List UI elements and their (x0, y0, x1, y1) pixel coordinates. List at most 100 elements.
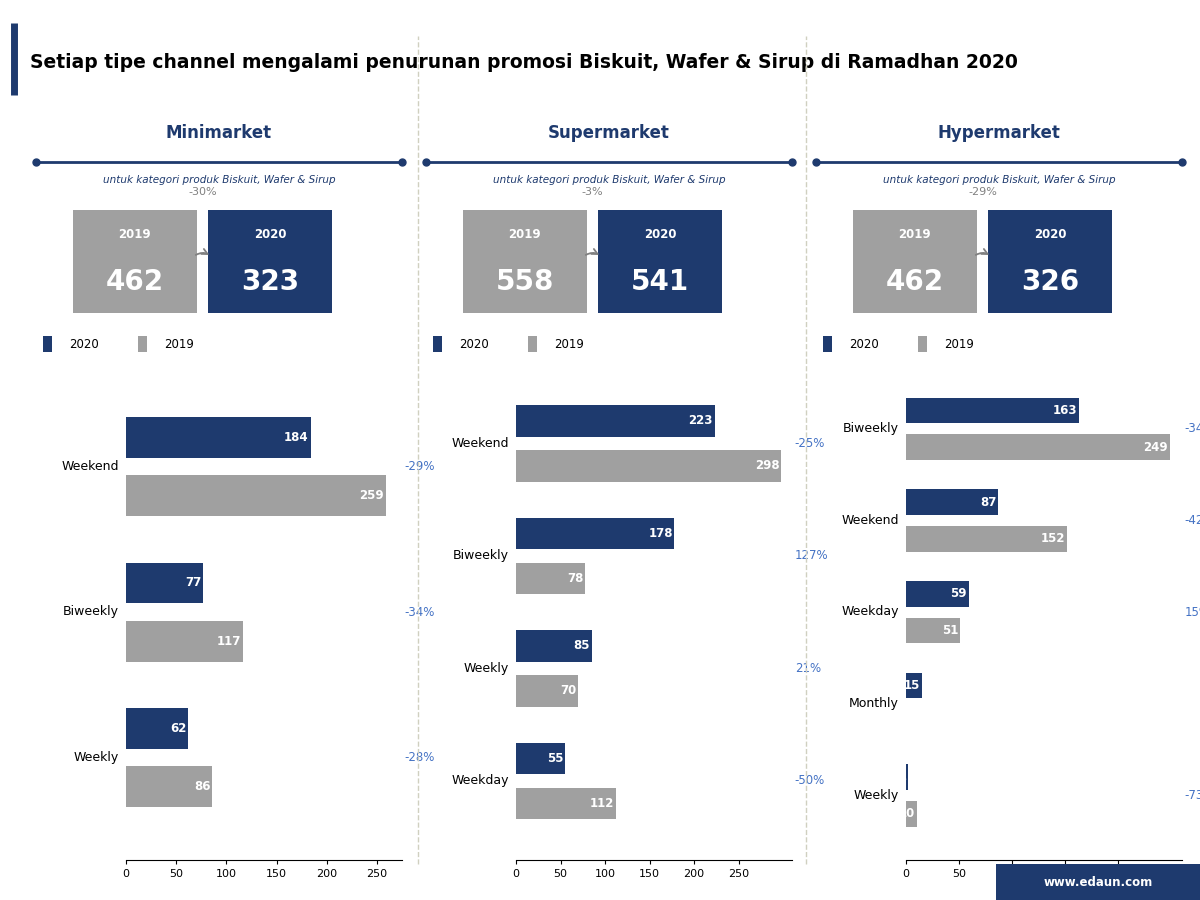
Bar (906, 526, 1067, 552)
Text: -25%: -25% (794, 436, 826, 450)
Text: 178: 178 (648, 526, 673, 540)
Text: Hypermarket: Hypermarket (937, 124, 1061, 142)
Text: 15%: 15% (1184, 606, 1200, 618)
Text: 70: 70 (560, 684, 576, 698)
Text: 2019: 2019 (164, 338, 194, 351)
Text: 2020: 2020 (848, 338, 878, 351)
Text: Monthly: Monthly (850, 698, 899, 710)
Text: Biweekly: Biweekly (454, 549, 509, 562)
Text: Biweekly: Biweekly (844, 422, 899, 436)
FancyBboxPatch shape (463, 210, 587, 313)
Text: 15: 15 (904, 679, 919, 692)
Text: 2020: 2020 (68, 338, 98, 351)
Text: 87: 87 (980, 496, 996, 508)
Bar (906, 764, 908, 790)
Text: 2020: 2020 (1034, 229, 1067, 241)
Text: 249: 249 (1144, 440, 1169, 454)
Bar (126, 708, 188, 749)
Bar (138, 337, 148, 352)
Text: Weekday: Weekday (841, 606, 899, 618)
FancyBboxPatch shape (853, 210, 977, 313)
Text: 59: 59 (950, 587, 966, 600)
Text: 10: 10 (899, 807, 914, 820)
Text: 2020: 2020 (458, 338, 488, 351)
Bar (126, 417, 311, 458)
Text: 127%: 127% (794, 549, 828, 562)
Bar (906, 801, 917, 826)
Text: 2019: 2019 (119, 229, 151, 241)
Bar (906, 434, 1170, 460)
FancyBboxPatch shape (208, 210, 332, 313)
FancyBboxPatch shape (988, 210, 1112, 313)
Text: -34%: -34% (404, 606, 436, 618)
Bar (516, 742, 565, 774)
Text: 78: 78 (568, 572, 583, 585)
Text: -73%: -73% (1184, 788, 1200, 802)
Text: 298: 298 (755, 459, 780, 472)
Text: -34%: -34% (1184, 422, 1200, 436)
Text: -30%: -30% (188, 187, 217, 197)
Text: Supermarket: Supermarket (548, 124, 670, 142)
Text: -29%: -29% (404, 460, 436, 473)
Bar (528, 337, 538, 352)
Text: 2019: 2019 (899, 229, 931, 241)
Text: www.edaun.com: www.edaun.com (1043, 876, 1153, 888)
Bar (126, 475, 386, 516)
Bar (996, 864, 1200, 900)
Text: Weekly: Weekly (464, 662, 509, 675)
Text: -3%: -3% (582, 187, 604, 197)
Text: untuk kategori produk Biskuit, Wafer & Sirup: untuk kategori produk Biskuit, Wafer & S… (103, 176, 335, 185)
Text: untuk kategori produk Biskuit, Wafer & Sirup: untuk kategori produk Biskuit, Wafer & S… (493, 176, 725, 185)
Text: -28%: -28% (404, 752, 436, 764)
Text: 112: 112 (589, 796, 614, 810)
Bar (516, 630, 592, 662)
Text: 2019: 2019 (944, 338, 974, 351)
Text: untuk kategori produk Biskuit, Wafer & Sirup: untuk kategori produk Biskuit, Wafer & S… (883, 176, 1115, 185)
Bar (126, 621, 244, 662)
Bar (906, 617, 960, 644)
Text: -50%: -50% (794, 774, 826, 788)
Bar (43, 337, 52, 352)
Text: 223: 223 (689, 414, 713, 427)
Bar (823, 337, 832, 352)
Bar (126, 562, 203, 603)
Bar (918, 337, 928, 352)
Bar (516, 518, 674, 549)
Bar (516, 562, 586, 594)
Text: Minimarket: Minimarket (166, 124, 272, 142)
Text: Weekday: Weekday (451, 774, 509, 788)
Text: 163: 163 (1052, 404, 1076, 417)
Bar (516, 788, 616, 819)
Text: 558: 558 (496, 268, 554, 296)
Bar (433, 337, 442, 352)
Text: 2: 2 (898, 770, 906, 784)
FancyBboxPatch shape (598, 210, 722, 313)
Text: 21%: 21% (794, 662, 821, 675)
Text: 184: 184 (284, 431, 308, 444)
Text: 152: 152 (1040, 532, 1066, 545)
Bar (516, 405, 714, 436)
Text: 55: 55 (547, 752, 563, 765)
Bar (906, 672, 922, 698)
Text: 259: 259 (359, 489, 384, 502)
Text: Weekend: Weekend (841, 514, 899, 526)
Text: 2019: 2019 (554, 338, 584, 351)
Bar (126, 766, 212, 807)
Text: 2019: 2019 (509, 229, 541, 241)
Text: 77: 77 (185, 576, 202, 590)
Text: 62: 62 (170, 722, 186, 735)
Bar (906, 398, 1079, 423)
Text: 323: 323 (241, 268, 299, 296)
Text: 326: 326 (1021, 268, 1079, 296)
Bar (516, 450, 781, 482)
Text: 541: 541 (631, 268, 689, 296)
Text: Weekly: Weekly (74, 752, 119, 764)
Text: -42%: -42% (1184, 514, 1200, 526)
Bar (906, 580, 968, 607)
Text: 51: 51 (942, 624, 958, 637)
Text: Biweekly: Biweekly (64, 606, 119, 618)
Text: Weekend: Weekend (451, 436, 509, 450)
Text: 462: 462 (106, 268, 164, 296)
Text: 85: 85 (574, 639, 590, 652)
Text: Weekend: Weekend (61, 460, 119, 473)
